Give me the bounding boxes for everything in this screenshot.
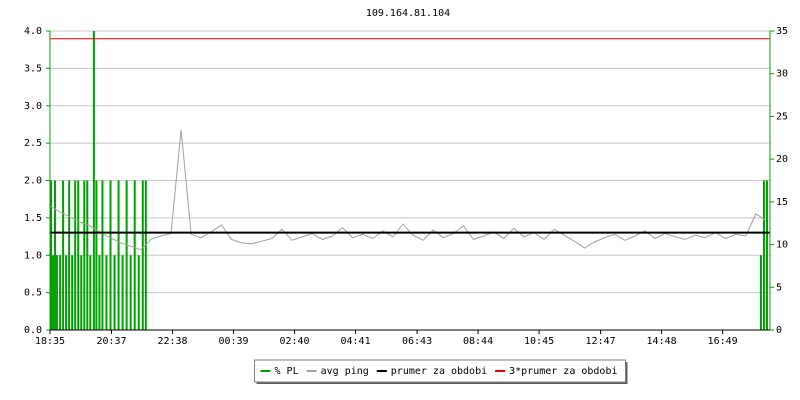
legend: % PL avg ping prumer za obdobi 3*prumer za …	[254, 359, 628, 384]
y-tick-label: 0.0	[24, 325, 42, 336]
y2-tick-label: 30	[776, 69, 788, 80]
y-tick-label: 2.0	[24, 176, 42, 187]
legend-label: 3*prumer za obdobi	[509, 366, 617, 377]
x-tick-label: 04:41	[340, 336, 370, 347]
legend-label: avg ping	[321, 366, 369, 377]
y2-tick-label: 10	[776, 240, 788, 251]
y-tick-label: 1.5	[24, 213, 42, 224]
y2-tick-label: 5	[776, 282, 782, 293]
y2-tick-label: 15	[776, 197, 788, 208]
x-tick-label: 06:43	[402, 336, 432, 347]
x-tick-label: 20:37	[96, 336, 126, 347]
y2-tick-label: 0	[776, 325, 782, 336]
x-tick-label: 08:44	[463, 336, 493, 347]
y-tick-label: 3.5	[24, 63, 42, 74]
y-tick-label: 4.0	[24, 26, 42, 37]
y2-tick-label: 35	[776, 26, 788, 37]
y2-tick-label: 25	[776, 111, 788, 122]
x-tick-label: 18:35	[35, 336, 65, 347]
x-tick-label: 10:45	[524, 336, 554, 347]
y-tick-label: 2.5	[24, 138, 42, 149]
x-tick-label: 02:40	[279, 336, 309, 347]
x-tick-label: 14:48	[647, 336, 677, 347]
x-tick-label: 00:39	[218, 336, 248, 347]
legend-label: prumer za obdobi	[391, 366, 487, 377]
legend-label: % PL	[275, 366, 299, 377]
y-tick-label: 3.0	[24, 101, 42, 112]
legend-box	[254, 359, 626, 383]
x-tick-label: 16:49	[708, 336, 738, 347]
x-tick-label: 12:47	[586, 336, 616, 347]
y-tick-label: 1.0	[24, 250, 42, 261]
x-tick-label: 22:38	[157, 336, 187, 347]
chart-title: 109.164.81.104	[366, 8, 450, 19]
y-tick-label: 0.5	[24, 288, 42, 299]
y2-tick-label: 20	[776, 154, 788, 165]
